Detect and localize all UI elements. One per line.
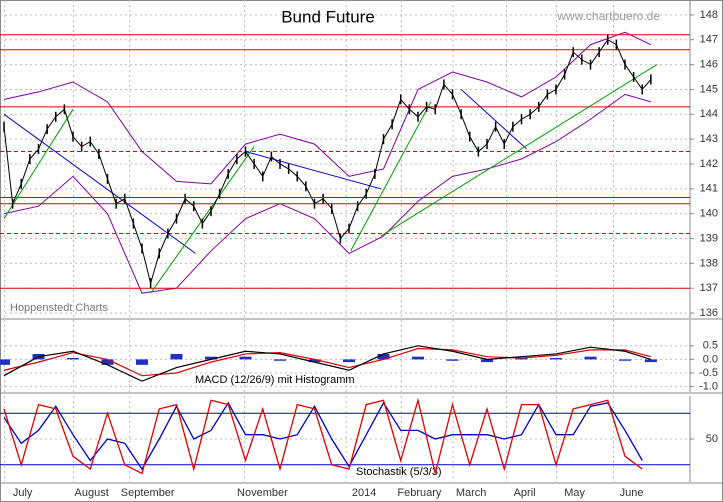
trend-line bbox=[3, 113, 196, 254]
stochastic-label: Stochastik (5/3/3) bbox=[356, 466, 442, 478]
histogram-bar bbox=[343, 359, 355, 363]
y-tick-label: 138 bbox=[700, 257, 718, 269]
histogram-bar bbox=[644, 359, 657, 363]
y-tick-label: 0.5 bbox=[703, 340, 718, 352]
stochastic-line bbox=[3, 397, 643, 475]
y-tick-label: 136 bbox=[700, 307, 718, 319]
y-tick-label: 148 bbox=[700, 9, 718, 21]
y-tick-label: 146 bbox=[700, 59, 718, 71]
histogram-bar bbox=[584, 356, 597, 360]
histogram-bar bbox=[481, 359, 493, 363]
y-tick-label: 144 bbox=[700, 108, 718, 120]
x-tick-label: April bbox=[514, 487, 536, 499]
histogram-bar bbox=[101, 359, 114, 365]
y-tick-label: 139 bbox=[700, 232, 718, 244]
histogram-bar bbox=[619, 359, 631, 361]
macd-line bbox=[3, 347, 652, 377]
y-tick-label: -1.0 bbox=[699, 380, 718, 392]
x-tick-label: March bbox=[456, 487, 487, 499]
histogram-bar bbox=[308, 359, 321, 363]
chart-title: Bund Future bbox=[281, 7, 375, 26]
histogram-bar bbox=[205, 356, 217, 360]
y-tick-label: 50 bbox=[706, 433, 718, 445]
trend-line bbox=[245, 151, 382, 190]
histogram-bar bbox=[274, 359, 286, 361]
trend-line bbox=[380, 64, 658, 237]
histogram-bar bbox=[0, 359, 10, 365]
x-tick-label: August bbox=[75, 487, 109, 499]
y-tick-label: 143 bbox=[700, 133, 718, 145]
y-tick-label: 140 bbox=[700, 208, 718, 220]
stochastic-line bbox=[3, 401, 643, 471]
histogram-bar bbox=[515, 358, 528, 360]
y-tick-label: 147 bbox=[700, 34, 718, 46]
histogram-bar bbox=[377, 353, 390, 360]
x-tick-label: June bbox=[620, 487, 644, 499]
y-tick-label: 0.0 bbox=[703, 353, 718, 365]
x-tick-label: May bbox=[564, 487, 585, 499]
trend-line bbox=[3, 109, 74, 219]
histogram-bar bbox=[550, 358, 562, 360]
y-tick-label: 145 bbox=[700, 83, 718, 95]
histogram-bar bbox=[412, 356, 424, 360]
x-tick-label: September bbox=[121, 487, 175, 499]
histogram-bar bbox=[170, 353, 183, 360]
histogram-bar bbox=[67, 358, 79, 360]
x-tick-label: July bbox=[13, 487, 33, 499]
histogram-bar bbox=[446, 359, 459, 361]
source: www.chartbuero.de bbox=[556, 9, 660, 23]
macd-label: MACD (12/26/9) mit Histogramm bbox=[195, 374, 355, 386]
histogram-bar bbox=[136, 359, 148, 365]
trend-line bbox=[350, 101, 432, 252]
bollinger-band bbox=[3, 31, 652, 185]
price-line bbox=[3, 39, 652, 286]
x-tick-label: February bbox=[397, 487, 442, 499]
x-tick-label: 2014 bbox=[352, 487, 376, 499]
trend-line bbox=[460, 89, 528, 150]
bollinger-band bbox=[3, 93, 652, 294]
x-tick-label: November bbox=[237, 487, 288, 499]
credit: Hoppenstedt Charts bbox=[10, 302, 108, 314]
histogram-bar bbox=[239, 356, 252, 360]
macd-line bbox=[3, 345, 652, 382]
y-tick-label: 137 bbox=[700, 282, 718, 294]
y-tick-label: -0.5 bbox=[699, 367, 718, 379]
y-tick-label: 142 bbox=[700, 158, 718, 170]
y-tick-label: 141 bbox=[700, 183, 718, 195]
